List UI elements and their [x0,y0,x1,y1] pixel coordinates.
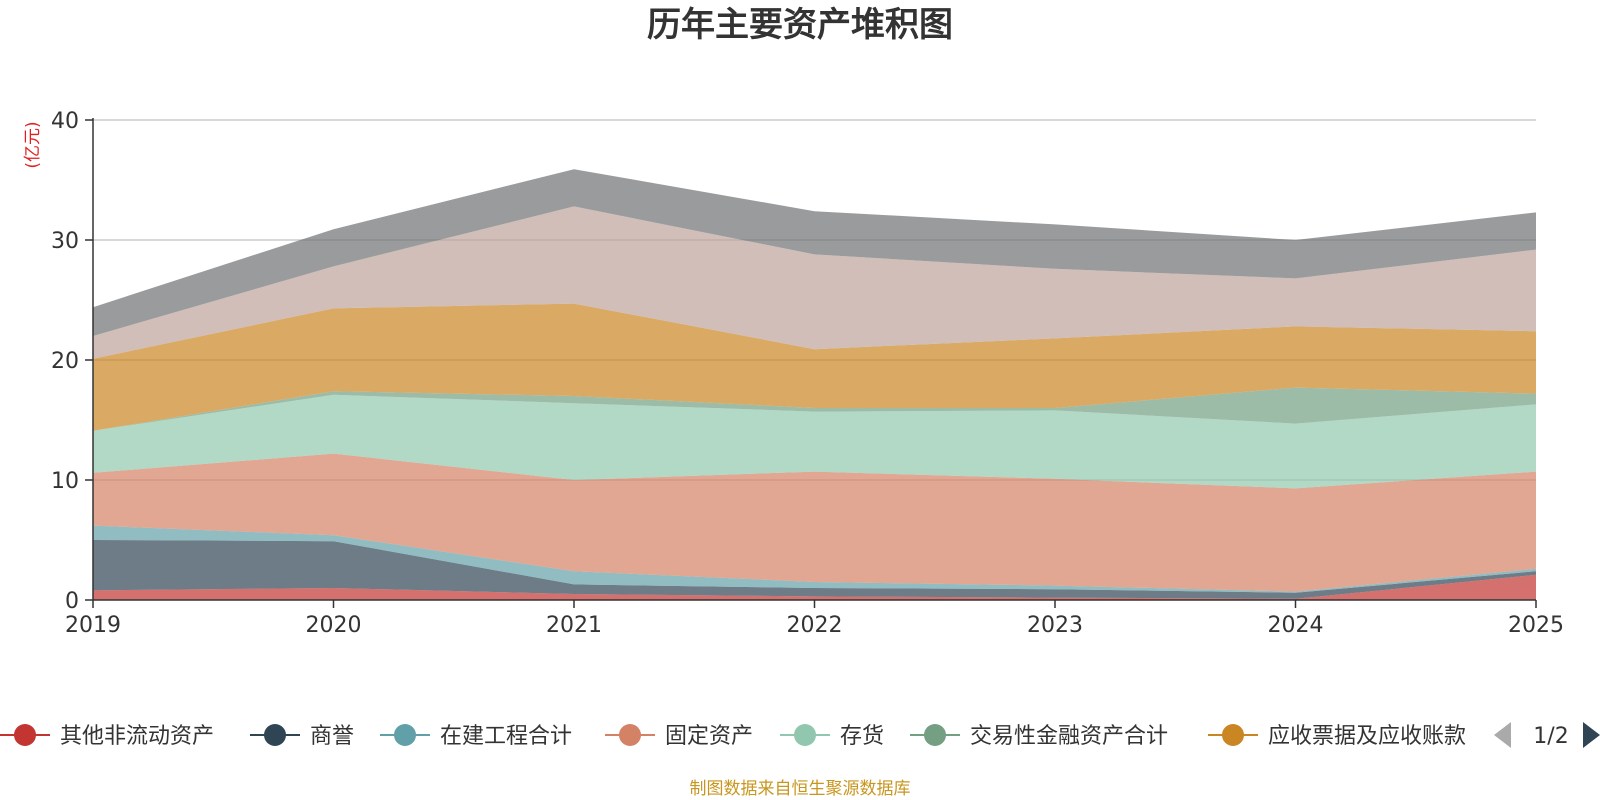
y-axis-unit-label: (亿元) [23,121,43,168]
y-tick-label: 0 [65,589,79,614]
legend-marker [14,724,36,746]
legend-marker [264,724,286,746]
legend-marker [394,724,416,746]
area-series-8 [93,206,1536,359]
axis-layer: 0 10 20 30 40 2019 2020 2021 2022 2023 2024 2025 [51,109,1564,638]
legend: 其他非流动资产 商誉 在建工程合计 固定资产 存货 交易性金融资产合计 应收票据及应收账款 1… [0,722,1600,749]
x-tick-label: 2023 [1027,613,1083,638]
area-series-4 [93,453,1536,592]
legend-label: 交易性金融资产合计 [970,724,1168,749]
legend-label: 应收票据及应收账款 [1268,724,1466,749]
area-series-3 [93,525,1536,593]
area-layer [93,169,1536,600]
x-tick-label: 2020 [306,613,362,638]
chart-title: 历年主要资产堆积图 [647,5,953,45]
area-series-9 [93,169,1536,336]
y-tick-label: 20 [51,349,79,374]
legend-label: 商誉 [310,724,354,749]
data-source-note: 制图数据来自恒生聚源数据库 [690,779,911,799]
legend-label: 在建工程合计 [440,724,572,749]
area-series-5 [93,394,1536,489]
legend-marker [794,724,816,746]
area-series-1 [93,574,1536,600]
area-series-6 [93,387,1536,431]
y-tick-label: 10 [51,469,79,494]
x-tick-label: 2024 [1268,613,1324,638]
y-tick-label: 30 [51,229,79,254]
x-tick-label: 2025 [1508,613,1564,638]
legend-prev-page-icon[interactable] [1494,722,1511,748]
x-tick-label: 2022 [787,613,843,638]
x-tick-label: 2019 [65,613,121,638]
legend-page-indicator: 1/2 [1533,724,1568,749]
legend-label: 其他非流动资产 [60,724,214,749]
y-tick-label: 40 [51,109,79,134]
area-series-7 [93,303,1536,431]
area-series-2 [93,540,1536,599]
legend-marker [1222,724,1244,746]
x-tick-label: 2021 [546,613,602,638]
legend-label: 固定资产 [665,724,753,749]
legend-marker [924,724,946,746]
legend-label: 存货 [840,724,884,749]
legend-marker [619,724,641,746]
legend-next-page-icon[interactable] [1583,722,1600,748]
